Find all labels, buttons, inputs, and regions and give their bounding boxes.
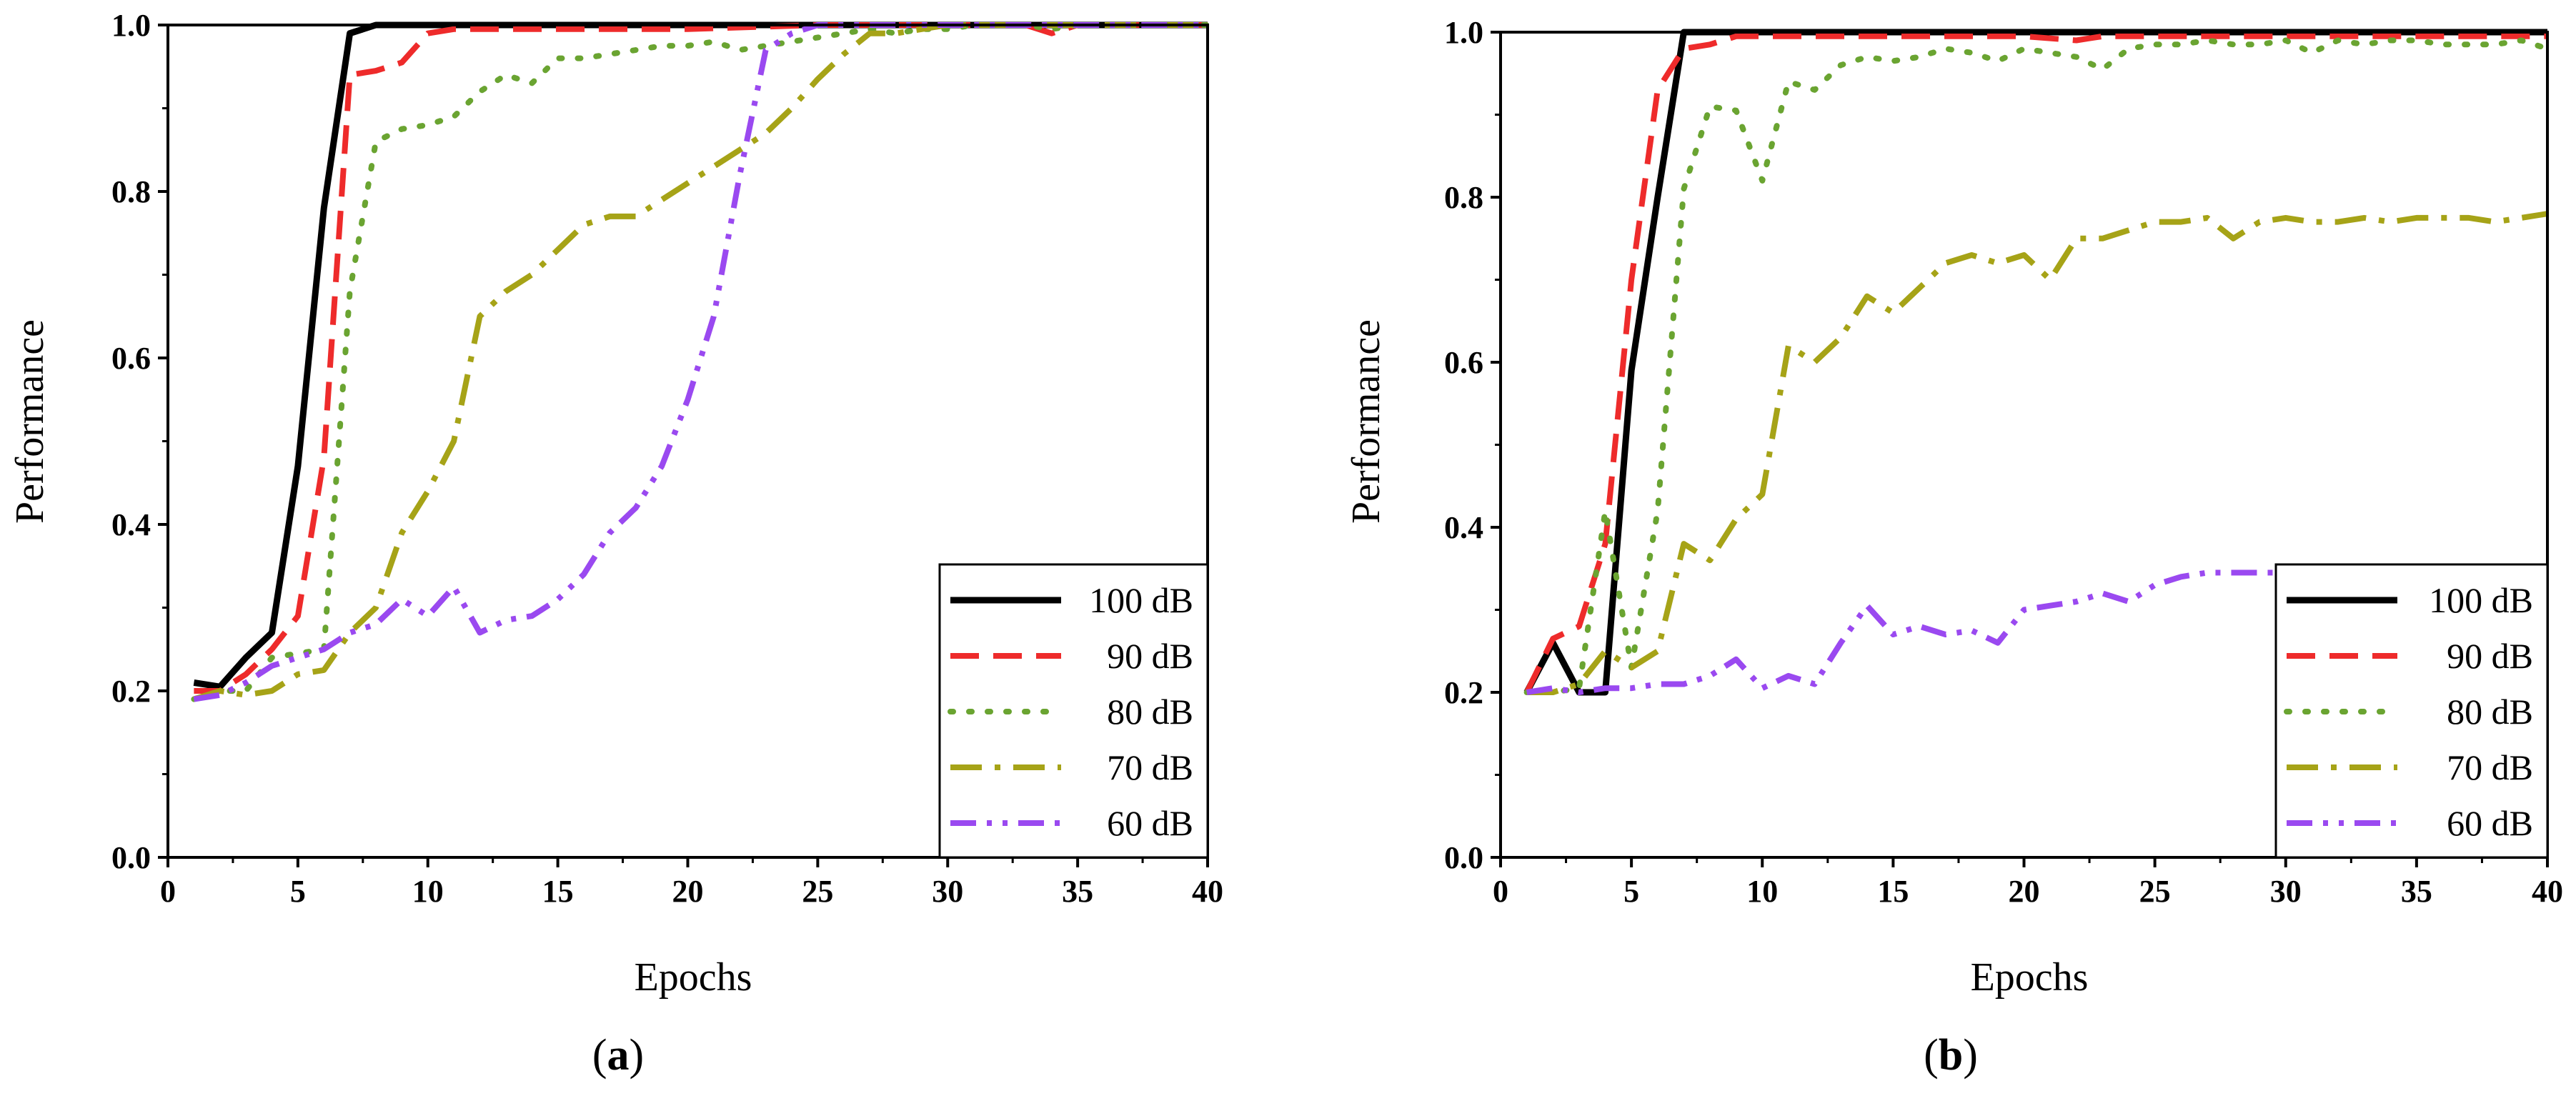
- legend-label: 100 dB: [2429, 580, 2533, 620]
- panel-label: (b): [1924, 1031, 1978, 1080]
- x-tick-label: 5: [1623, 874, 1639, 909]
- y-tick-label: 0.4: [1444, 510, 1483, 545]
- legend-label: 80 dB: [2447, 692, 2533, 732]
- legend-label: 80 dB: [1107, 692, 1193, 732]
- legend-label: 100 dB: [1089, 580, 1193, 620]
- x-tick-label: 15: [1877, 874, 1909, 909]
- chart-panel-b: Performance Epochs (b) 0 5 10 15 20 25 30 35 40 0…: [1344, 15, 2563, 1080]
- series-line-70-db: [193, 22, 1208, 702]
- x-tick-label: 20: [2009, 874, 2040, 909]
- y-tick-label: 1.0: [1444, 15, 1483, 50]
- series-line-80-db: [191, 22, 1210, 702]
- y-tick-label: 1.0: [111, 8, 151, 43]
- series-line-90-db: [1524, 33, 2547, 694]
- panel-label: (a): [592, 1031, 644, 1080]
- series-line-60-db: [193, 22, 1208, 702]
- x-tick-label: 30: [2270, 874, 2302, 909]
- legend-label: 90 dB: [1107, 636, 1193, 676]
- y-tick-label: 0.0: [1444, 840, 1483, 875]
- legend-label: 60 dB: [1107, 803, 1193, 843]
- y-tick-label: 0.8: [1444, 180, 1483, 215]
- x-tick-label: 40: [1192, 874, 1223, 909]
- legend: 100 dB 90 dB 80 dB 70 dB 60 dB: [938, 563, 1209, 859]
- x-tick-label: 15: [542, 874, 574, 909]
- x-tick-label: 25: [802, 874, 833, 909]
- x-tick-label: 40: [2532, 874, 2563, 909]
- chart-panel-a: Performance Epochs (a) 0 5 10 15 20 25 30 35 40 0…: [8, 8, 1223, 1080]
- x-tick-label: 0: [1493, 874, 1508, 909]
- x-tick-label: 10: [412, 874, 444, 909]
- x-tick-label: 5: [290, 874, 306, 909]
- y-tick-label: 0.4: [111, 507, 151, 542]
- y-tick-label: 0.2: [111, 674, 151, 709]
- y-tick-label: 0.6: [111, 341, 151, 376]
- x-tick-label: 35: [1062, 874, 1093, 909]
- x-tick-label: 25: [2139, 874, 2171, 909]
- legend: 100 dB 90 dB 80 dB 70 dB 60 dB: [2274, 563, 2549, 859]
- series-line-90-db: [194, 22, 1208, 694]
- y-axis-title: Performance: [1344, 319, 1388, 524]
- x-tick-label: 10: [1746, 874, 1778, 909]
- x-axis-title: Epochs: [635, 955, 752, 1000]
- x-tick-label: 20: [672, 874, 704, 909]
- legend-box: [938, 563, 1209, 859]
- legend-label: 90 dB: [2447, 636, 2533, 676]
- x-tick-label: 0: [160, 874, 176, 909]
- y-tick-label: 0.6: [1444, 345, 1483, 380]
- y-tick-label: 0.2: [1444, 675, 1483, 710]
- x-axis-title: Epochs: [1971, 955, 2089, 1000]
- x-tick-label: 35: [2401, 874, 2432, 909]
- legend-label: 70 dB: [1107, 747, 1193, 787]
- series-line-80-db: [1523, 37, 2550, 695]
- legend-label: 70 dB: [2447, 747, 2533, 787]
- y-axis-title: Performance: [8, 319, 52, 524]
- x-tick-label: 30: [932, 874, 963, 909]
- legend-label: 60 dB: [2447, 803, 2533, 843]
- y-tick-label: 0.8: [111, 174, 151, 209]
- y-tick-label: 0.0: [111, 840, 151, 875]
